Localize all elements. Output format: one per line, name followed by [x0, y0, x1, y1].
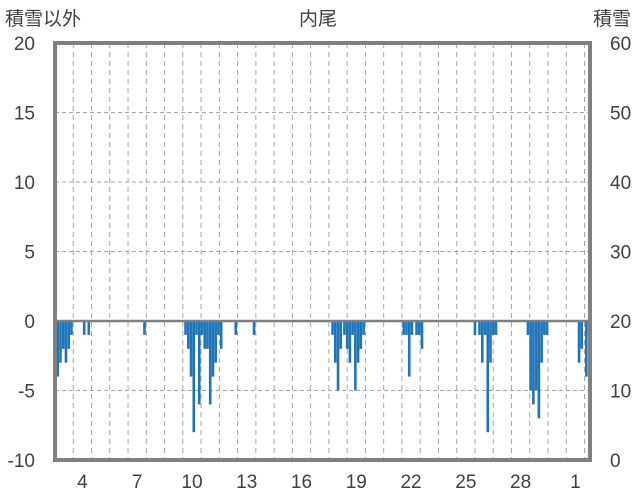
- y-left-tick-label: 20: [14, 34, 35, 55]
- y-right-tick-label: 60: [610, 34, 631, 55]
- bar: [537, 321, 541, 419]
- bar: [585, 321, 588, 377]
- x-tick-label: 4: [77, 472, 88, 493]
- bar: [356, 321, 360, 363]
- bar: [359, 321, 363, 349]
- bar: [252, 321, 256, 335]
- bar: [405, 321, 408, 335]
- bar: [61, 321, 65, 349]
- bar: [420, 321, 424, 349]
- y-left-tick-label: -5: [18, 382, 35, 403]
- bar: [234, 321, 238, 335]
- y-right-tick-label: 30: [610, 243, 631, 264]
- bar: [529, 321, 532, 391]
- bar: [417, 321, 421, 335]
- plot-frame: [53, 41, 592, 462]
- y-left-tick-label: 0: [24, 312, 35, 333]
- x-tick-label: 1: [570, 472, 581, 493]
- bar: [532, 321, 535, 405]
- y-right-tick-label: 40: [610, 173, 631, 194]
- bar: [195, 321, 198, 335]
- bar: [351, 321, 354, 335]
- bar: [491, 321, 495, 335]
- bar: [336, 321, 340, 391]
- gridlines: [55, 42, 590, 461]
- bar: [82, 321, 86, 335]
- y-left-tick-label: -10: [8, 451, 35, 472]
- y-left-tick-label: 5: [24, 243, 35, 264]
- bar: [345, 321, 349, 349]
- bar: [200, 321, 204, 335]
- bar: [143, 321, 146, 335]
- x-tick-label: 13: [236, 472, 257, 493]
- bar: [534, 321, 538, 391]
- bar: [339, 321, 343, 349]
- bar: [540, 321, 543, 363]
- bar: [331, 321, 334, 335]
- bar: [577, 321, 581, 363]
- bar: [206, 321, 209, 349]
- bar: [354, 321, 357, 391]
- bar: [478, 321, 481, 335]
- bar: [343, 321, 346, 335]
- bar: [189, 321, 193, 377]
- bar: [59, 321, 62, 363]
- bar: [214, 321, 217, 363]
- bar: [473, 321, 477, 335]
- bar-series: [56, 321, 591, 433]
- bar: [208, 321, 212, 405]
- bar: [410, 321, 414, 335]
- bar: [545, 321, 549, 335]
- bar: [543, 321, 546, 335]
- bar: [333, 321, 337, 363]
- bar: [217, 321, 220, 335]
- y-right-tick-label: 10: [610, 382, 631, 403]
- y-right-tick-label: 50: [610, 104, 631, 125]
- bar: [494, 321, 498, 335]
- bar: [67, 321, 70, 349]
- y-right-tick-label: 0: [610, 451, 621, 472]
- bar: [70, 321, 73, 335]
- x-tick-label: 28: [510, 472, 531, 493]
- chart-title: 内尾: [299, 8, 337, 30]
- bar: [402, 321, 406, 335]
- bar: [184, 321, 187, 335]
- bar: [407, 321, 411, 377]
- bar: [87, 321, 91, 335]
- bar: [483, 321, 487, 335]
- bar: [362, 321, 365, 335]
- bar: [211, 321, 215, 377]
- bar: [486, 321, 490, 433]
- bar: [219, 321, 223, 349]
- bar: [203, 321, 207, 349]
- bar: [526, 321, 530, 335]
- bar: [197, 321, 201, 405]
- y-left-tick-label: 10: [14, 173, 35, 194]
- bar: [64, 321, 68, 363]
- bar: [348, 321, 352, 363]
- x-tick-label: 10: [181, 472, 202, 493]
- x-tick-label: 25: [455, 472, 476, 493]
- y-left-axis-title: 積雪以外: [5, 8, 81, 30]
- bar: [56, 321, 60, 377]
- y-right-tick-label: 20: [610, 312, 631, 333]
- x-tick-label: 16: [291, 472, 312, 493]
- x-tick-label: 19: [346, 472, 367, 493]
- bar: [580, 321, 584, 349]
- x-tick-label: 7: [132, 472, 143, 493]
- y-left-tick-label: 15: [14, 104, 35, 125]
- x-tick-label: 22: [400, 472, 421, 493]
- y-right-axis-title: 積雪: [593, 8, 631, 30]
- bar: [415, 321, 418, 335]
- bar: [192, 321, 196, 433]
- bar: [489, 321, 492, 363]
- bar: [480, 321, 484, 363]
- bar: [186, 321, 190, 349]
